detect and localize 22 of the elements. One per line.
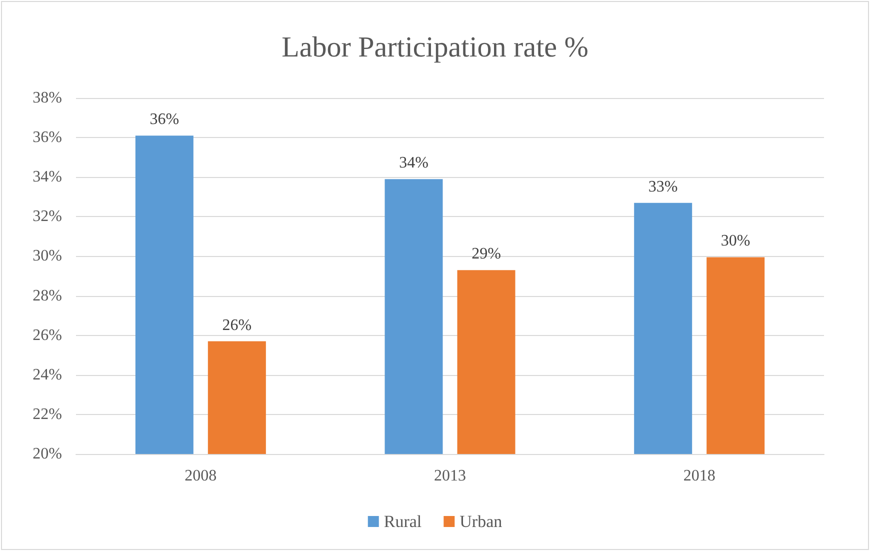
y-tick-label: 24% — [32, 366, 62, 384]
x-tick-label: 2008 — [184, 468, 217, 484]
x-tick-label: 2013 — [434, 468, 466, 484]
y-tick-label: 30% — [32, 248, 62, 265]
data-label: 36% — [150, 111, 180, 128]
y-tick-label: 32% — [32, 208, 62, 226]
data-label: 30% — [720, 232, 750, 250]
y-tick-label: 38% — [32, 90, 62, 106]
data-label: 34% — [399, 154, 428, 172]
y-tick-label: 28% — [32, 287, 62, 304]
x-tick-label: 2018 — [683, 468, 716, 484]
y-tick-label: 26% — [32, 326, 62, 344]
data-label: 29% — [472, 246, 501, 263]
y-tick-label: 20% — [32, 446, 62, 462]
data-label: 33% — [648, 178, 678, 196]
legend-label: Rural — [384, 512, 422, 531]
legend-label: Urban — [460, 512, 503, 531]
data-label: 26% — [222, 316, 252, 334]
chart-title: Labor Participation rate % — [282, 32, 588, 64]
y-tick-label: 22% — [32, 406, 62, 423]
y-tick-label: 36% — [32, 129, 62, 146]
y-tick-label: 34% — [32, 168, 62, 186]
